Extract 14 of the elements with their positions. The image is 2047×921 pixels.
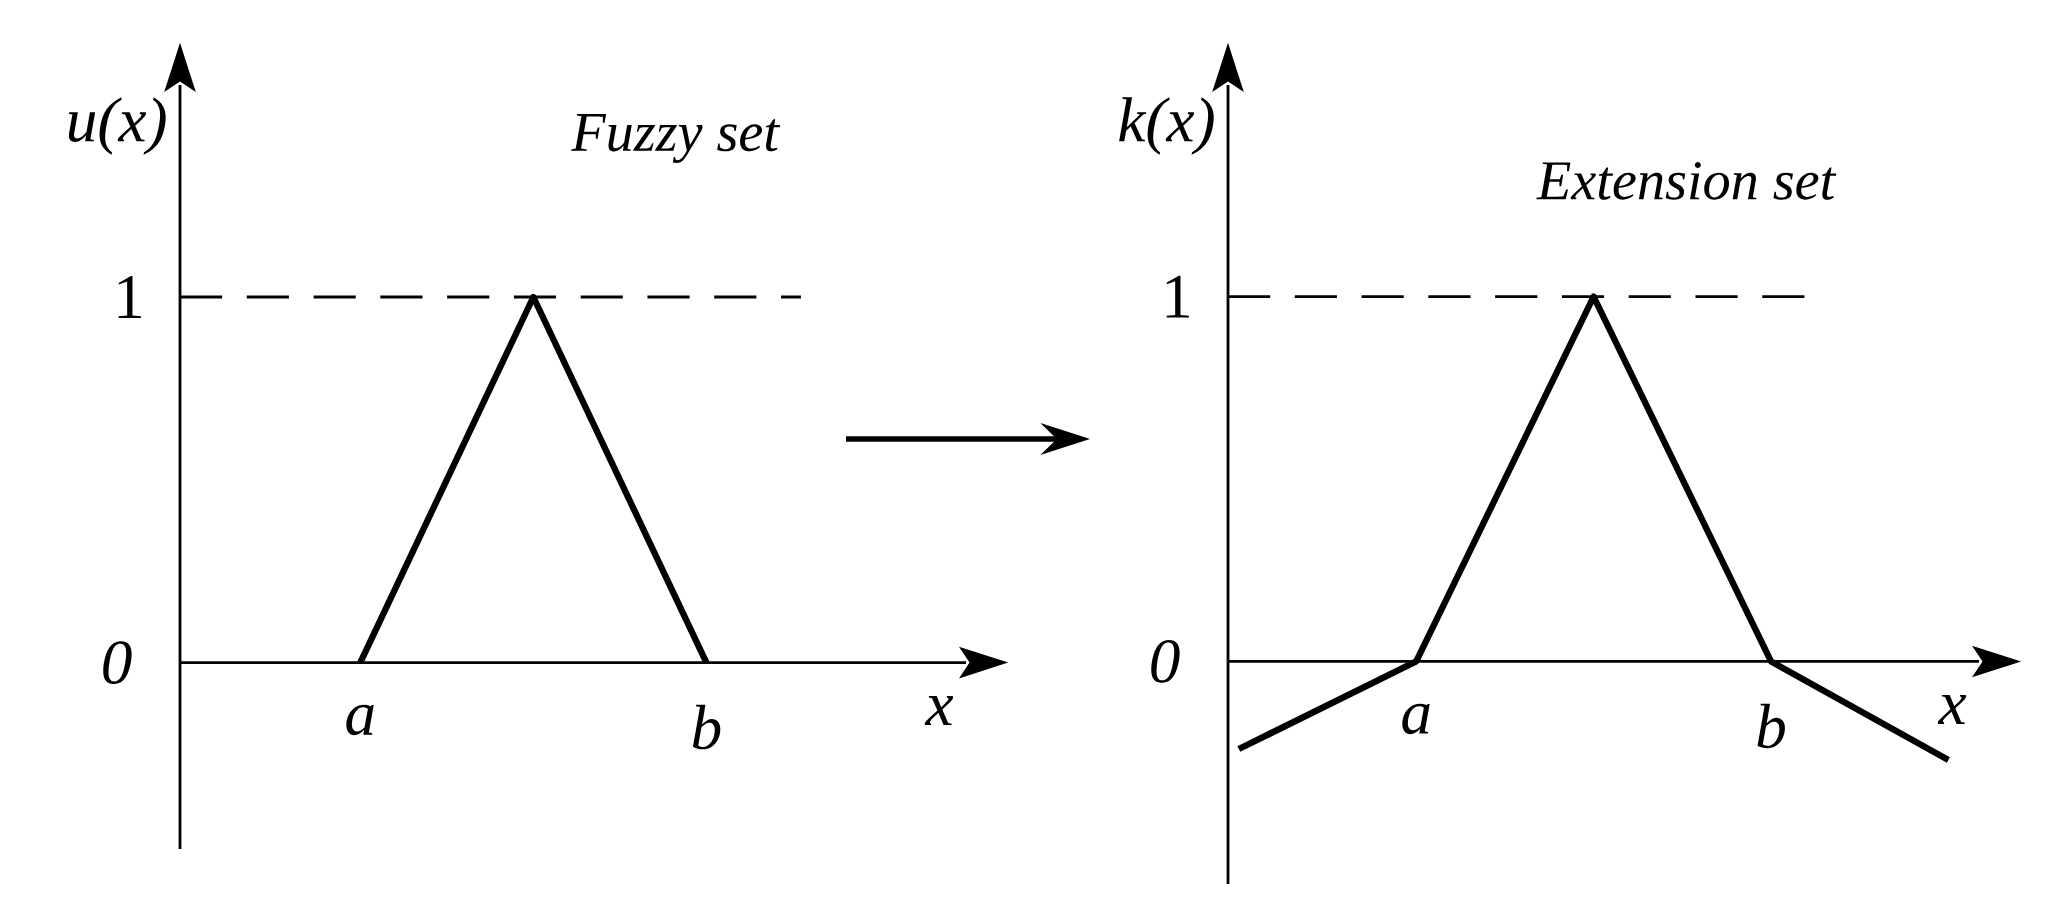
y-tick-label: 1 — [1166, 275, 1189, 318]
chart-title: Fuzzy set — [571, 114, 781, 163]
y-tick-label: 0 — [1151, 640, 1180, 683]
y-tick-label: 1 — [118, 276, 141, 318]
y-axis-title: k(x) — [1119, 97, 1214, 155]
x-tick-label: a — [1402, 703, 1430, 735]
x-axis-title: x — [924, 696, 954, 726]
x-tick-label: a — [346, 704, 374, 736]
x-axis-title: x — [1937, 694, 1967, 724]
x-tick-label: b — [1757, 703, 1785, 749]
y-axis-title: u(x) — [68, 97, 166, 155]
y-tick-label: 0 — [103, 641, 132, 684]
text: Extension set — [1536, 162, 1837, 200]
x-tick-label: b — [692, 704, 721, 750]
